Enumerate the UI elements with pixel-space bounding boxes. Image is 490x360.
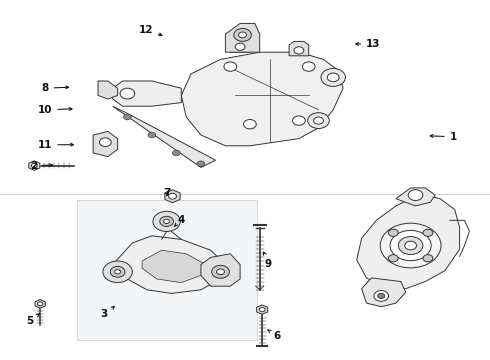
- Circle shape: [31, 163, 37, 168]
- Circle shape: [244, 120, 256, 129]
- Circle shape: [293, 116, 305, 125]
- Circle shape: [197, 161, 205, 167]
- Polygon shape: [35, 300, 45, 308]
- Circle shape: [217, 269, 224, 275]
- Polygon shape: [113, 81, 181, 106]
- Circle shape: [120, 88, 135, 99]
- Polygon shape: [93, 131, 118, 157]
- Text: 2: 2: [30, 161, 52, 171]
- Polygon shape: [201, 254, 240, 286]
- Circle shape: [164, 219, 170, 224]
- Circle shape: [110, 266, 125, 277]
- Circle shape: [224, 62, 237, 71]
- Circle shape: [308, 113, 329, 129]
- Circle shape: [378, 293, 385, 298]
- Text: 3: 3: [101, 306, 115, 319]
- Circle shape: [99, 138, 111, 147]
- Polygon shape: [289, 41, 309, 56]
- Polygon shape: [29, 161, 40, 170]
- Polygon shape: [113, 236, 225, 293]
- Polygon shape: [142, 250, 206, 283]
- Polygon shape: [362, 278, 406, 307]
- Circle shape: [235, 43, 245, 50]
- Circle shape: [389, 229, 398, 237]
- Circle shape: [398, 237, 423, 255]
- Polygon shape: [165, 190, 180, 203]
- Text: 12: 12: [139, 24, 162, 36]
- FancyBboxPatch shape: [77, 200, 257, 340]
- Polygon shape: [257, 305, 268, 314]
- Text: 9: 9: [264, 252, 272, 269]
- Text: 5: 5: [26, 314, 39, 326]
- Circle shape: [390, 230, 431, 261]
- Circle shape: [38, 302, 43, 306]
- Circle shape: [153, 211, 180, 231]
- Circle shape: [380, 223, 441, 268]
- Polygon shape: [396, 188, 435, 206]
- Polygon shape: [357, 195, 460, 289]
- Polygon shape: [230, 38, 250, 52]
- Circle shape: [160, 216, 173, 226]
- Circle shape: [115, 270, 121, 274]
- Circle shape: [423, 255, 433, 262]
- Circle shape: [423, 229, 433, 237]
- Text: 13: 13: [356, 39, 381, 49]
- Circle shape: [103, 261, 132, 283]
- Circle shape: [234, 28, 251, 41]
- Circle shape: [408, 190, 423, 201]
- Circle shape: [314, 117, 323, 124]
- Circle shape: [169, 193, 176, 199]
- Polygon shape: [113, 106, 216, 167]
- Circle shape: [172, 150, 180, 156]
- Text: 6: 6: [268, 330, 280, 341]
- Circle shape: [259, 307, 265, 312]
- Circle shape: [239, 32, 246, 38]
- Circle shape: [302, 62, 315, 71]
- Text: 11: 11: [38, 140, 74, 150]
- Circle shape: [389, 255, 398, 262]
- Circle shape: [327, 73, 339, 82]
- Text: 1: 1: [430, 132, 457, 142]
- Text: 7: 7: [163, 188, 171, 198]
- Text: 10: 10: [38, 105, 72, 115]
- Text: 8: 8: [42, 83, 69, 93]
- Polygon shape: [98, 81, 118, 99]
- Circle shape: [212, 265, 229, 278]
- Circle shape: [148, 132, 156, 138]
- Circle shape: [321, 68, 345, 86]
- Polygon shape: [225, 23, 260, 52]
- Polygon shape: [181, 52, 343, 146]
- Circle shape: [405, 241, 416, 250]
- Text: 4: 4: [174, 215, 185, 226]
- Circle shape: [123, 114, 131, 120]
- Circle shape: [294, 47, 304, 54]
- Circle shape: [374, 291, 389, 301]
